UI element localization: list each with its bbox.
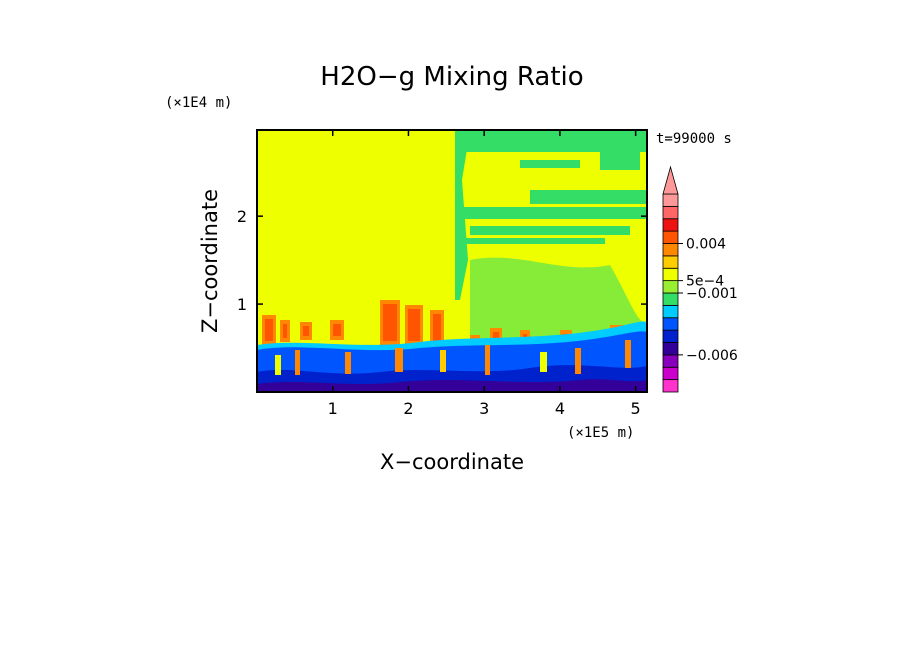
colorbar-label: 5e−4 xyxy=(686,274,724,290)
streak xyxy=(440,350,446,372)
colorbar-swatch xyxy=(662,366,679,381)
green-band xyxy=(455,238,605,244)
chart-title: H2O−g Mixing Ratio xyxy=(320,62,583,92)
green-band xyxy=(455,130,647,152)
green-band xyxy=(600,150,640,170)
green-band xyxy=(455,207,647,214)
colorbar-label: 0.004 xyxy=(686,237,726,253)
colorbar-swatch xyxy=(662,243,679,257)
colorbar-swatch xyxy=(662,205,679,220)
colorbar-swatch xyxy=(662,267,679,282)
green-band xyxy=(470,257,647,345)
colorbar-swatch xyxy=(662,230,679,244)
green-band xyxy=(455,214,647,219)
colorbar-label: −0.001 xyxy=(686,286,738,302)
green-band xyxy=(455,130,470,300)
x-tick-label: 2 xyxy=(403,399,413,418)
plume-core xyxy=(383,304,397,341)
x-unit-label: (×1E5 m) xyxy=(567,425,634,441)
x-tick-label: 3 xyxy=(479,399,489,418)
y-axis: 12 xyxy=(237,207,647,314)
y-tick-label: 2 xyxy=(237,207,247,226)
y-axis-label: Z−coordinate xyxy=(198,189,222,333)
streak xyxy=(275,355,281,375)
plot-frame xyxy=(256,129,648,393)
streak xyxy=(485,345,490,375)
streak xyxy=(395,348,403,372)
colorbar-swatch xyxy=(662,255,679,269)
green-band xyxy=(470,226,630,235)
colorbar-swatch xyxy=(662,193,679,207)
streak xyxy=(295,350,300,375)
x-tick-label: 1 xyxy=(328,399,338,418)
plume-core xyxy=(408,309,420,341)
colorbar: 0.004 5e−4−0.001 −0.006 xyxy=(662,165,738,393)
y-unit-label: (×1E4 m) xyxy=(165,95,232,111)
x-tick-label: 5 xyxy=(631,399,641,418)
x-tick-label: 4 xyxy=(555,399,565,418)
green-band xyxy=(520,160,580,168)
plume-core xyxy=(303,326,309,336)
streak xyxy=(540,352,547,372)
colorbar-swatch xyxy=(662,292,679,306)
plume-core xyxy=(433,314,441,341)
streak xyxy=(575,348,581,374)
colorbar-swatch xyxy=(662,218,679,232)
colorbar-swatch xyxy=(662,379,679,393)
y-tick-label: 1 xyxy=(237,295,247,314)
colorbar-swatch xyxy=(662,280,679,294)
plume-core xyxy=(333,324,341,336)
colorbar-swatch xyxy=(662,354,679,368)
lower-layer xyxy=(257,379,647,392)
time-label: t=99000 s xyxy=(656,131,732,147)
colorbar-swatch xyxy=(662,304,679,319)
x-axis: 1 2 3 4 5 xyxy=(328,130,641,418)
green-band xyxy=(530,190,647,204)
colorbar-extend-arrow xyxy=(662,165,679,195)
colorbar-label: −0.006 xyxy=(686,348,738,364)
colorbar-swatch xyxy=(662,329,679,343)
streak xyxy=(625,340,631,368)
plume-core xyxy=(265,319,273,341)
colorbar-swatch xyxy=(662,342,679,356)
x-axis-label: X−coordinate xyxy=(380,450,524,474)
colorbar-swatch xyxy=(662,317,679,331)
mixing-ratio-field xyxy=(257,130,647,392)
streak xyxy=(345,352,351,374)
plume-core xyxy=(283,324,287,338)
